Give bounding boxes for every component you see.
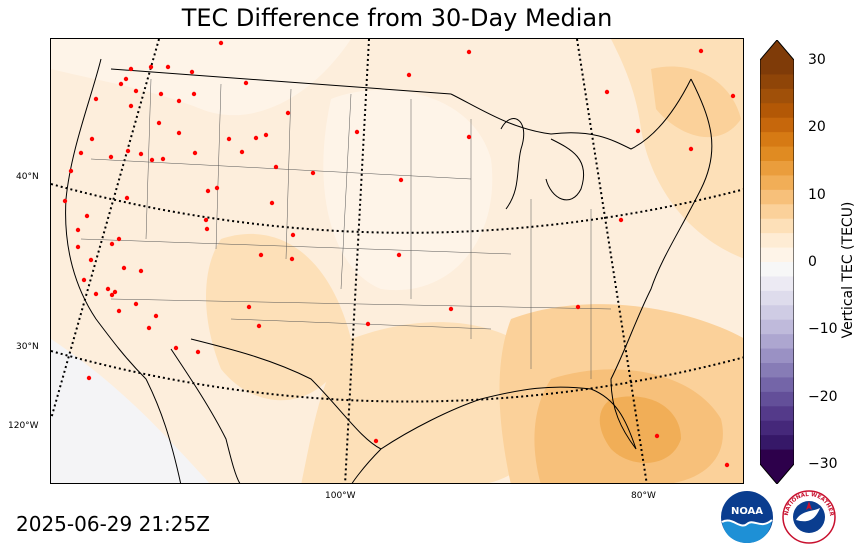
colorbar-band <box>760 391 794 407</box>
colorbar-band <box>760 406 794 422</box>
colorbar-band <box>760 276 794 292</box>
atlantic-coast <box>610 78 713 450</box>
contour-low-nw <box>51 39 351 116</box>
colorbar-band <box>760 262 794 278</box>
lon-label-80w: 80°W <box>631 491 656 501</box>
graticule <box>51 39 743 483</box>
contour-high-ne <box>651 66 741 138</box>
colorbar-band <box>760 60 794 76</box>
colorbar-band <box>760 334 794 350</box>
meridian-120w <box>51 39 160 420</box>
colorbar-band <box>760 247 794 263</box>
colorbar-band <box>760 319 794 335</box>
colorbar-band <box>760 88 794 104</box>
colorbar-extend-high <box>760 40 794 60</box>
coastlines <box>65 58 713 483</box>
colorbar-band <box>760 435 794 451</box>
colorbar-band <box>760 377 794 393</box>
lake-huron <box>545 138 585 201</box>
parallel-30n <box>51 350 743 403</box>
map-canvas <box>51 39 743 483</box>
colorbar <box>760 40 794 484</box>
baja-gulf <box>170 348 241 483</box>
colorbar-tick-0: 0 <box>808 254 817 270</box>
colorbar-tick-30: 30 <box>808 52 826 68</box>
parallel-40n <box>51 183 743 234</box>
colorbar-band <box>760 117 794 133</box>
contour-neutral-sw <box>51 339 210 483</box>
noaa-logo-text: NOAA <box>731 506 763 517</box>
noaa-logo: NOAA <box>721 491 773 543</box>
colorbar-bands <box>760 40 794 484</box>
colorbar-tick-20: 20 <box>808 119 826 135</box>
colorbar-band <box>760 449 794 465</box>
colorbar-band <box>760 305 794 321</box>
us-mexico-border <box>190 338 382 450</box>
colorbar-band <box>760 218 794 234</box>
colorbar-band <box>760 420 794 436</box>
tec-map <box>50 38 744 484</box>
pacific-coast <box>65 58 182 483</box>
colorbar-tick-neg10: −10 <box>808 321 838 337</box>
lon-label-100w: 100°W <box>325 491 356 501</box>
colorbar-band <box>760 233 794 249</box>
colorbar-band <box>760 146 794 162</box>
colorbar-label: Vertical TEC (TECU) <box>840 201 856 339</box>
colorbar-band <box>760 348 794 364</box>
colorbar-tick-neg20: −20 <box>808 389 838 405</box>
map-title: TEC Difference from 30-Day Median <box>181 4 613 32</box>
lat-label-30n: 30°N <box>16 342 39 352</box>
colorbar-extend-low <box>760 464 794 484</box>
contour-mid-sw <box>206 233 351 401</box>
us-canada-border <box>110 68 452 95</box>
contour-low-central <box>323 89 493 291</box>
great-lakes-border <box>450 78 692 150</box>
lon-label-120w: 120°W <box>8 421 39 431</box>
colorbar-band <box>760 74 794 90</box>
station-points <box>62 40 736 468</box>
gulf-coast <box>351 386 637 483</box>
national-weather-service-logo: NATIONAL WEATHER SERVICE <box>782 490 836 544</box>
colorbar-band <box>760 290 794 306</box>
colorbar-tick-10: 10 <box>808 187 826 203</box>
colorbar-band <box>760 175 794 191</box>
colorbar-tick-neg30: −30 <box>808 456 838 472</box>
colorbar-band <box>760 363 794 379</box>
state-borders <box>80 78 612 379</box>
contour-mid-south <box>301 322 557 483</box>
lake-michigan <box>500 118 525 210</box>
colorbar-band <box>760 103 794 119</box>
colorbar-band <box>760 189 794 205</box>
colorbar-band <box>760 132 794 148</box>
timestamp: 2025-06-29 21:25Z <box>16 512 210 536</box>
colorbar-band <box>760 161 794 177</box>
lat-label-40n: 40°N <box>16 172 39 182</box>
colorbar-band <box>760 204 794 220</box>
meridian-80w <box>576 39 648 483</box>
